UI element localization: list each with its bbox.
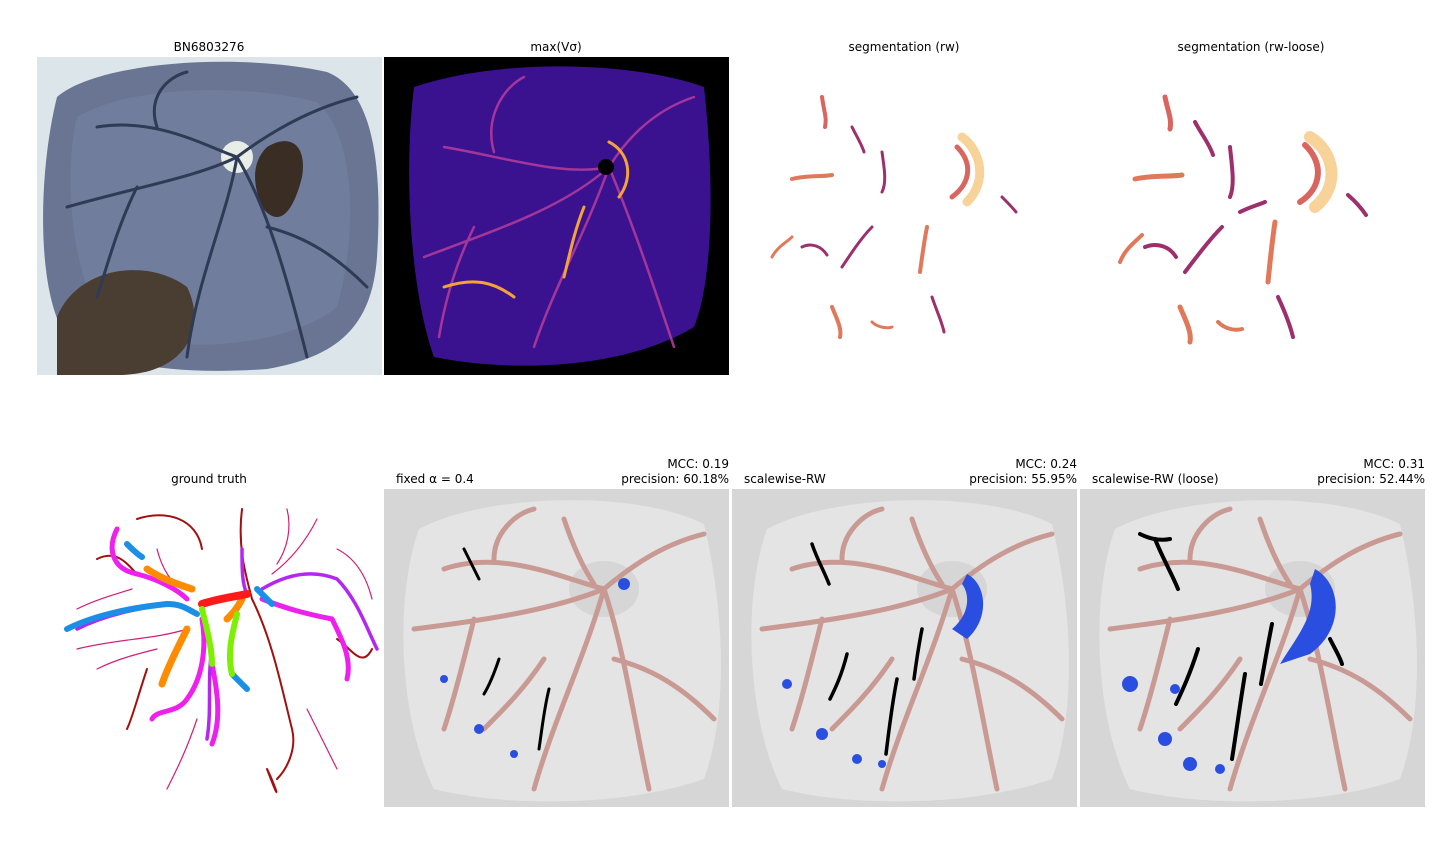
scalewise-rw-loose-precision: precision: 52.44% (1317, 472, 1425, 486)
fixed-alpha-mcc: MCC: 0.19 (667, 457, 729, 471)
seg-rw-loose-title: segmentation (rw-loose) (1177, 40, 1325, 54)
ground-truth-title: ground truth (171, 472, 247, 486)
scalewise-rw-mcc: MCC: 0.24 (1015, 457, 1077, 471)
fixed-alpha-precision: precision: 60.18% (621, 472, 729, 486)
scalewise-rw-loose-title: scalewise-RW (loose) (1092, 472, 1219, 486)
segmentation-rw-image (732, 57, 1077, 375)
photo-title: BN6803276 (173, 40, 245, 54)
segmentation-rw-loose-image (1080, 57, 1425, 375)
ground-truth-image (37, 489, 382, 807)
scalewise-rw-loose-comparison-image (1080, 489, 1425, 807)
scalewise-rw-precision: precision: 55.95% (969, 472, 1077, 486)
filter-response-image (384, 57, 729, 375)
scalewise-rw-comparison-image (732, 489, 1077, 807)
fixed-alpha-comparison-image (384, 489, 729, 807)
seg-rw-title: segmentation (rw) (848, 40, 960, 54)
filter-title: max(Vσ) (530, 40, 582, 54)
scalewise-rw-title: scalewise-RW (744, 472, 826, 486)
scalewise-rw-loose-mcc: MCC: 0.31 (1363, 457, 1425, 471)
placenta-photo (37, 57, 382, 375)
fixed-alpha-title: fixed α = 0.4 (396, 472, 474, 486)
